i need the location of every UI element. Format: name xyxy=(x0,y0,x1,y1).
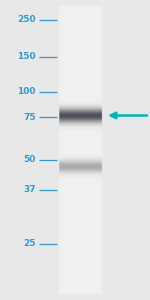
Text: 37: 37 xyxy=(23,185,36,194)
Text: 50: 50 xyxy=(24,155,36,164)
Text: 25: 25 xyxy=(24,239,36,248)
Text: 150: 150 xyxy=(17,52,36,62)
Bar xyxy=(59,6,102,294)
Text: 100: 100 xyxy=(18,87,36,96)
Text: 75: 75 xyxy=(23,112,36,122)
Text: 250: 250 xyxy=(17,15,36,24)
